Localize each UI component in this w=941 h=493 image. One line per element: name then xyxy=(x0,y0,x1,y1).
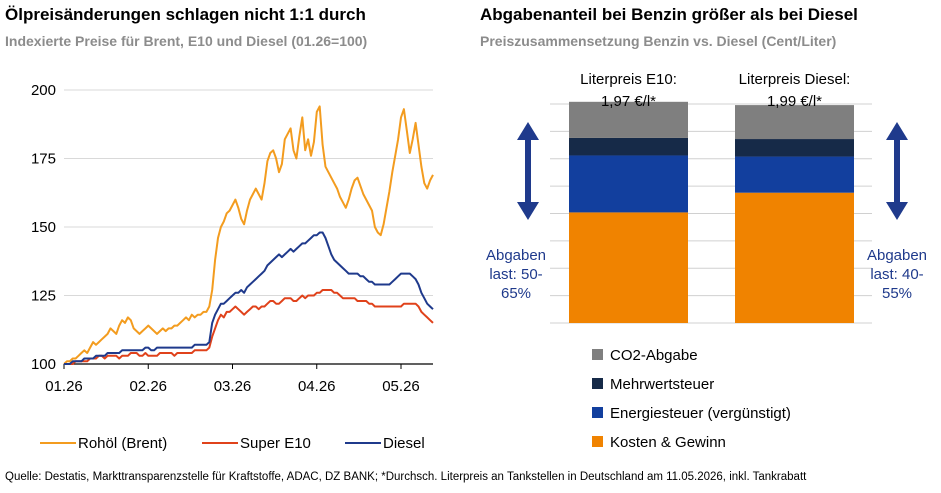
bar-segment-0-0 xyxy=(569,212,688,323)
x-tick-label: 03.26 xyxy=(214,378,252,395)
left-chart-subtitle: Indexierte Preise für Brent, E10 und Die… xyxy=(5,33,368,49)
burden-note-0: last: 50- xyxy=(489,266,542,283)
bar-legend-swatch-2 xyxy=(592,378,603,389)
y-tick-label: 125 xyxy=(31,288,56,305)
y-tick-label: 175 xyxy=(31,151,56,168)
series-line-0 xyxy=(63,105,434,365)
x-tick-label: 01.26 xyxy=(45,378,83,395)
y-tick-label: 100 xyxy=(31,356,56,373)
double-arrow-right xyxy=(886,122,908,220)
source-note: Quelle: Destatis, Markttransparenzstelle… xyxy=(5,471,807,483)
right-chart-title: Abgabenanteil bei Benzin größer als bei … xyxy=(480,5,858,24)
bar-segment-1-2 xyxy=(735,139,854,157)
series-line-2 xyxy=(64,231,434,365)
stacked-bar-chart: Literpreis E10: 1,97 €/l* Literpreis Diese… xyxy=(486,71,927,451)
category-label-1: Literpreis Diesel: xyxy=(739,71,851,88)
legend-label-2: Diesel xyxy=(383,435,425,452)
bar-legend-label-2: Mehrwertsteuer xyxy=(610,376,714,393)
line-chart: 100 125 150 175 200 01.26 02.26 03.26 04.26 05.26… xyxy=(31,82,434,452)
legend-label-1: Super E10 xyxy=(240,435,311,452)
category-label-1: 1,99 €/l* xyxy=(767,93,822,110)
bar-legend-label-3: CO2-Abgabe xyxy=(610,347,698,364)
category-label-0: 1,97 €/l* xyxy=(601,93,656,110)
bar-legend-swatch-0 xyxy=(592,436,603,447)
x-tick-label: 04.26 xyxy=(298,378,336,395)
bar-segment-1-0 xyxy=(735,192,854,323)
bar-segment-0-2 xyxy=(569,137,688,156)
bar-segment-1-1 xyxy=(735,156,854,193)
x-tick-label: 05.26 xyxy=(382,378,420,395)
burden-note-1: last: 40- xyxy=(870,266,923,283)
bar-legend-swatch-1 xyxy=(592,407,603,418)
burden-note-1: Abgaben xyxy=(867,247,927,264)
bar-segment-0-1 xyxy=(569,155,688,213)
bar-segment-0-3 xyxy=(569,101,688,138)
bar-segment-1-3 xyxy=(735,105,854,140)
bar-legend-label-0: Kosten & Gewinn xyxy=(610,434,726,451)
x-tick-label: 02.26 xyxy=(129,378,167,395)
left-chart-title: Ölpreisänderungen schlagen nicht 1:1 dur… xyxy=(5,5,366,24)
bar-legend-swatch-3 xyxy=(592,349,603,360)
y-tick-label: 200 xyxy=(31,82,56,99)
double-arrow-left xyxy=(517,122,539,220)
bar-legend-label-1: Energiesteuer (vergünstigt) xyxy=(610,405,791,422)
y-tick-label: 150 xyxy=(31,219,56,236)
burden-note-1: 55% xyxy=(882,285,912,302)
right-chart-subtitle: Preiszusammensetzung Benzin vs. Diesel (… xyxy=(480,33,837,49)
series-line-1 xyxy=(64,289,434,365)
legend-label-0: Rohöl (Brent) xyxy=(78,435,167,452)
category-label-0: Literpreis E10: xyxy=(580,71,677,88)
burden-note-0: 65% xyxy=(501,285,531,302)
burden-note-0: Abgaben xyxy=(486,247,546,264)
